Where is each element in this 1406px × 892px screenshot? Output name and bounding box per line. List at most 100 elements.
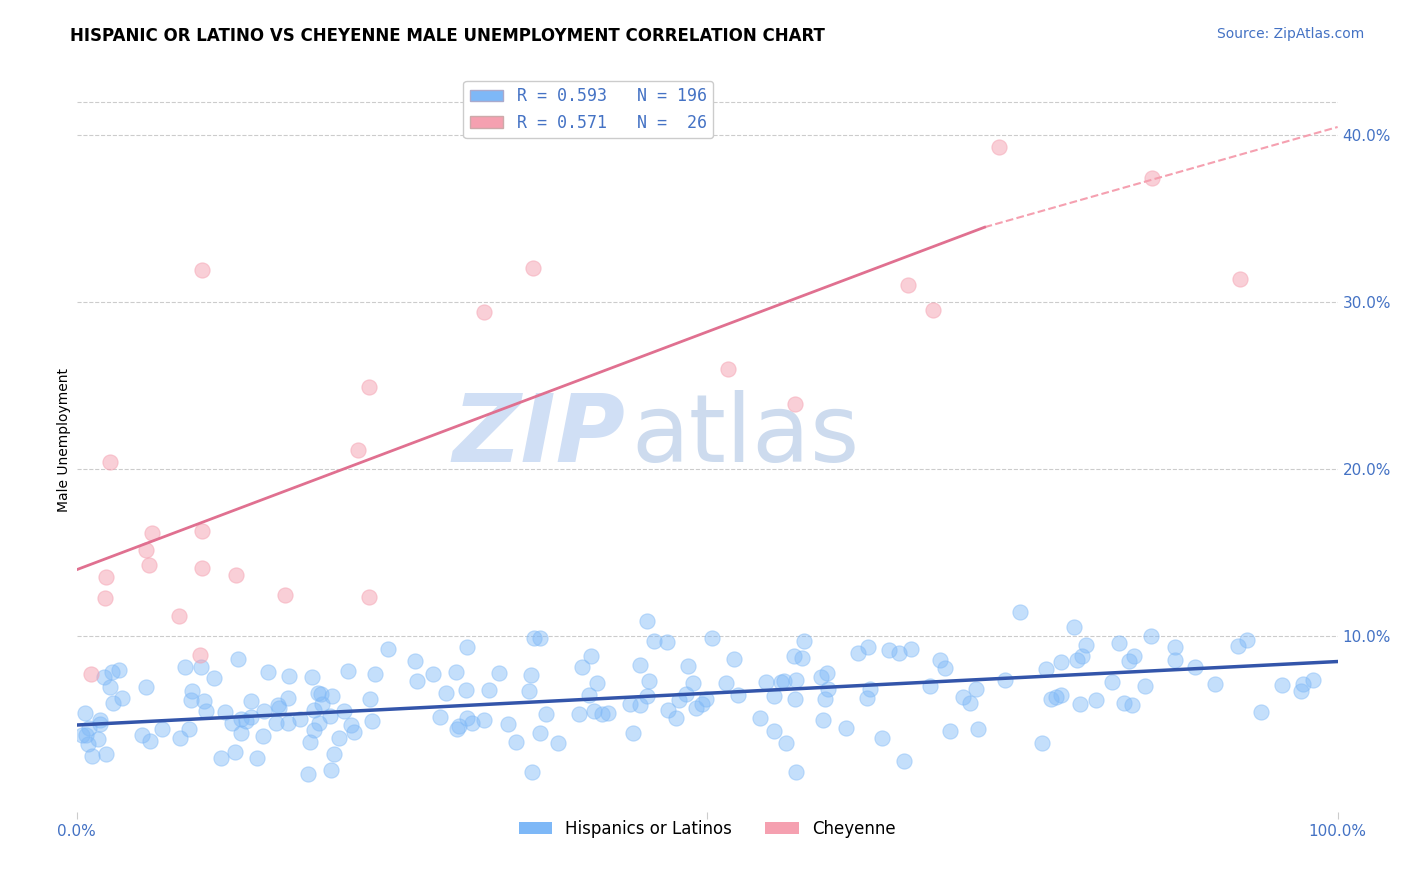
Point: [94, 570, 117, 584]
Point: [434, 685, 457, 699]
Point: [811, 713, 834, 727]
Point: [1035, 662, 1057, 676]
Point: [478, 683, 501, 698]
Point: [1114, 696, 1136, 710]
Point: [77, 721, 100, 735]
Point: [138, 558, 160, 572]
Point: [785, 673, 807, 688]
Point: [578, 688, 600, 702]
Point: [1184, 660, 1206, 674]
Point: [505, 735, 527, 749]
Point: [534, 706, 557, 721]
Point: [472, 305, 495, 319]
Point: [988, 140, 1011, 154]
Point: [297, 767, 319, 781]
Point: [1063, 620, 1085, 634]
Point: [89, 717, 111, 731]
Point: [235, 714, 257, 728]
Point: [1250, 706, 1272, 720]
Point: [107, 663, 129, 677]
Point: [1121, 698, 1143, 712]
Point: [547, 736, 569, 750]
Point: [228, 652, 250, 666]
Point: [141, 526, 163, 541]
Point: [628, 657, 651, 672]
Point: [1084, 693, 1107, 707]
Point: [307, 686, 329, 700]
Point: [952, 690, 974, 704]
Point: [529, 631, 551, 645]
Point: [446, 723, 468, 737]
Point: [700, 631, 723, 645]
Point: [343, 724, 366, 739]
Point: [918, 680, 941, 694]
Point: [229, 726, 252, 740]
Point: [763, 724, 786, 739]
Point: [598, 706, 620, 721]
Point: [965, 681, 987, 696]
Point: [1050, 688, 1073, 702]
Point: [488, 665, 510, 680]
Point: [202, 671, 225, 685]
Point: [1164, 652, 1187, 666]
Point: [264, 716, 287, 731]
Point: [523, 631, 546, 645]
Point: [460, 716, 482, 731]
Point: [783, 692, 806, 706]
Point: [637, 614, 659, 628]
Point: [1229, 271, 1251, 285]
Point: [188, 648, 211, 663]
Point: [793, 634, 815, 648]
Point: [277, 669, 299, 683]
Point: [1140, 171, 1163, 186]
Point: [668, 692, 690, 706]
Point: [815, 666, 838, 681]
Text: Source: ZipAtlas.com: Source: ZipAtlas.com: [1216, 27, 1364, 41]
Point: [1292, 677, 1315, 691]
Point: [94, 591, 117, 605]
Point: [98, 455, 121, 469]
Point: [404, 655, 426, 669]
Point: [360, 714, 382, 728]
Point: [323, 747, 346, 761]
Point: [190, 262, 212, 277]
Point: [225, 567, 247, 582]
Point: [1108, 635, 1130, 649]
Point: [139, 734, 162, 748]
Point: [301, 670, 323, 684]
Text: HISPANIC OR LATINO VS CHEYENNE MALE UNEMPLOYMENT CORRELATION CHART: HISPANIC OR LATINO VS CHEYENNE MALE UNEM…: [70, 27, 825, 45]
Point: [717, 361, 740, 376]
Point: [690, 697, 713, 711]
Point: [167, 609, 190, 624]
Point: [347, 443, 370, 458]
Point: [1045, 690, 1067, 705]
Point: [1123, 648, 1146, 663]
Point: [628, 698, 651, 713]
Point: [364, 667, 387, 681]
Point: [319, 709, 342, 723]
Point: [522, 260, 544, 275]
Point: [938, 723, 960, 738]
Point: [89, 713, 111, 727]
Point: [921, 303, 943, 318]
Point: [994, 673, 1017, 687]
Point: [783, 649, 806, 664]
Point: [229, 712, 252, 726]
Point: [169, 731, 191, 746]
Point: [1076, 638, 1098, 652]
Point: [591, 707, 613, 722]
Point: [773, 674, 796, 689]
Legend: Hispanics or Latinos, Cheyenne: Hispanics or Latinos, Cheyenne: [512, 814, 903, 845]
Point: [858, 640, 880, 655]
Point: [257, 665, 280, 679]
Point: [456, 640, 478, 655]
Point: [897, 278, 920, 293]
Point: [422, 667, 444, 681]
Point: [665, 711, 688, 725]
Point: [152, 722, 174, 736]
Y-axis label: Male Unemployment: Male Unemployment: [58, 368, 72, 512]
Point: [763, 689, 786, 703]
Point: [1226, 639, 1249, 653]
Point: [472, 713, 495, 727]
Point: [304, 703, 326, 717]
